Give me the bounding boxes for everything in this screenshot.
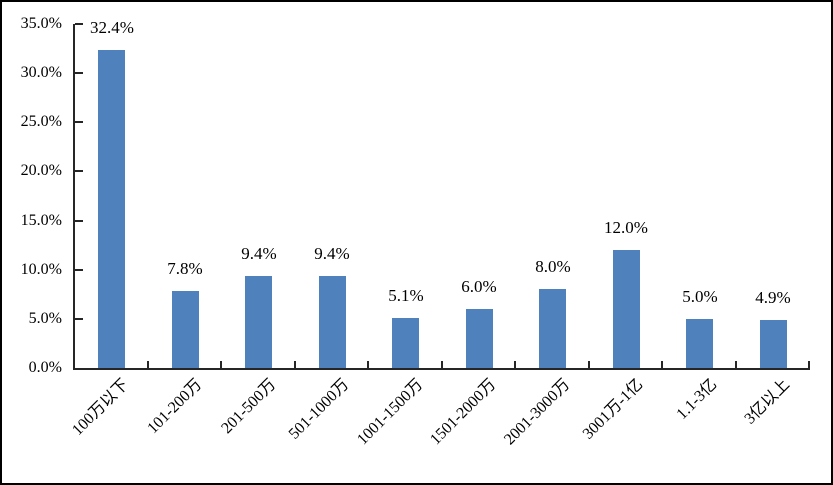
x-axis-tick [147,361,149,368]
x-axis-line [73,368,810,370]
y-axis-tick-label: 15.0% [20,212,62,229]
bar [686,319,713,368]
bar-value-label: 4.9% [755,288,791,307]
x-axis-category-label: 2001-3000万 [500,376,574,449]
bar-value-label: 12.0% [604,218,648,237]
y-axis-tick [75,72,83,74]
y-axis-tick-label: 20.0% [20,162,62,179]
bar-value-label: 5.0% [682,287,718,306]
x-axis-category-label: 201-500万 [217,376,280,438]
y-axis-line [73,24,75,370]
bar [760,320,787,368]
bar [392,318,419,368]
x-axis-tick [514,361,516,368]
bar [245,276,272,368]
x-axis-category-label: 101-200万 [143,376,206,438]
y-axis-tick-label: 5.0% [28,310,62,327]
x-axis-tick [588,361,590,368]
x-axis-category-label: 1001-1500万 [353,376,427,449]
bar [613,250,640,368]
x-axis-category-label: 501-1000万 [285,376,353,443]
bar [172,291,199,368]
y-axis-tick-label: 0.0% [28,359,62,376]
x-axis-tick [294,361,296,368]
x-axis-tick [661,361,663,368]
bar-value-label: 8.0% [535,257,571,276]
x-axis-tick [441,361,443,368]
y-axis-tick-label: 30.0% [20,64,62,81]
y-axis-tick [75,269,83,271]
y-axis-tick-label: 35.0% [20,15,62,32]
y-axis-tick [75,220,83,222]
x-axis-tick [367,361,369,368]
bar [539,289,566,368]
y-axis-tick-label: 10.0% [20,261,62,278]
bar [98,50,125,368]
y-axis-tick [75,318,83,320]
y-axis-tick [75,121,83,123]
x-axis-category-label: 1.1-3亿 [673,376,721,423]
bar [466,309,493,368]
bar-value-label: 5.1% [388,286,424,305]
bar-value-label: 32.4% [90,18,134,37]
x-axis-tick [220,361,222,368]
y-axis-tick-label: 25.0% [20,113,62,130]
x-axis-tick [73,361,75,368]
y-axis-tick [75,170,83,172]
x-axis-category-label: 1501-2000万 [426,376,500,449]
bar [319,276,346,368]
x-axis-tick [808,361,810,368]
x-axis-tick [735,361,737,368]
x-axis-category-label: 3亿以上 [741,376,794,428]
y-axis-tick [75,23,83,25]
bar-value-label: 6.0% [461,277,497,296]
bar-value-label: 9.4% [241,244,277,263]
x-axis-category-label: 100万以下 [69,376,133,439]
bar-value-label: 7.8% [167,259,203,278]
bar-value-label: 9.4% [314,244,350,263]
x-axis-category-label: 3001万-1亿 [579,376,647,443]
